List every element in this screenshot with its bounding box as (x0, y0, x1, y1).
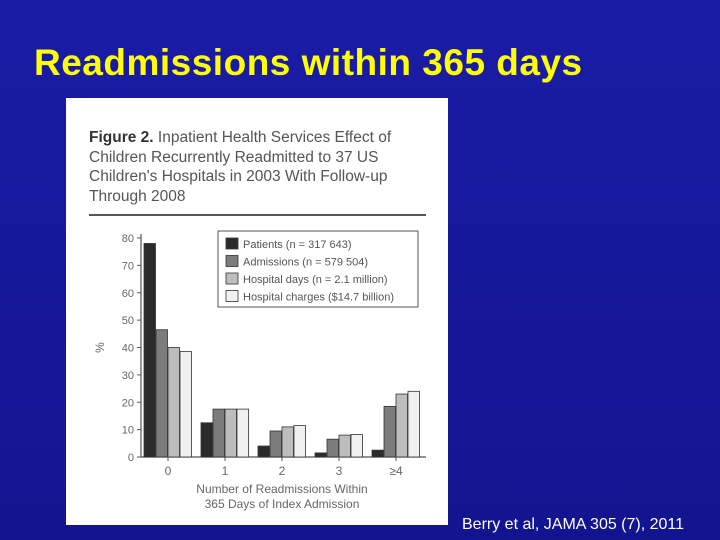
bar (155, 329, 168, 458)
legend-label: Admissions (n = 579 504) (243, 257, 368, 269)
x-axis-label-line1: Number of Readmissions Within (196, 482, 367, 496)
x-tick-label: 2 (279, 464, 286, 478)
x-axis-label-line2: 365 Days of Index Admission (205, 497, 360, 511)
bar (314, 452, 327, 458)
legend-swatch (225, 237, 239, 250)
bar (236, 408, 249, 458)
caption-divider (89, 214, 426, 216)
legend-label: Hospital days (n = 2.1 million) (243, 274, 388, 286)
x-tick-label: ≥4 (389, 464, 403, 478)
y-tick-label: 40 (122, 343, 134, 355)
y-tick-label: 10 (122, 425, 134, 437)
y-axis-label: % (93, 342, 107, 353)
bar (143, 243, 156, 458)
legend-box (217, 230, 419, 308)
y-tick-label: 30 (122, 370, 134, 382)
bar (224, 408, 237, 458)
y-tick-label: 20 (122, 397, 134, 409)
x-tick-label: 1 (222, 464, 229, 478)
legend-swatch (225, 290, 239, 302)
y-tick-label: 80 (122, 233, 134, 245)
figure-number: Figure 2. (89, 129, 154, 146)
legend-swatch (225, 255, 239, 267)
bar-chart: 0 10 20 30 40 50 60 70 80% 0 1 2 3 ≥4 Number of Readmi… (93, 230, 426, 511)
figure-caption-text: Inpatient Health Services Effect of Chil… (89, 129, 392, 205)
figure-panel: Figure 2. Inpatient Health Services Effe… (66, 98, 448, 525)
x-tick-label: 0 (165, 464, 172, 478)
bar (383, 405, 396, 458)
legend-label: Hospital charges ($14.7 billion) (243, 292, 394, 304)
bar (257, 445, 270, 458)
slide-title: Readmissions within 365 days (34, 42, 583, 83)
bar (407, 390, 420, 458)
legend-label: Patients (n = 317 643) (243, 239, 352, 251)
y-tick-label: 0 (128, 452, 134, 464)
legend-swatch (225, 272, 239, 285)
y-tick-label: 50 (122, 315, 134, 327)
bar (269, 430, 282, 458)
x-tick-label: 3 (336, 464, 343, 478)
bar (395, 393, 408, 458)
bar (350, 434, 363, 458)
bar (167, 347, 180, 458)
bar (338, 434, 351, 458)
bar (293, 425, 306, 458)
bar (281, 426, 294, 458)
y-tick-label: 60 (122, 288, 134, 300)
citation: Berry et al, JAMA 305 (7), 2011 (462, 516, 685, 533)
bar (371, 449, 384, 458)
bar (212, 408, 225, 458)
figure-caption: Figure 2. Inpatient Health Services Effe… (89, 128, 429, 206)
bar (179, 351, 192, 458)
bar (326, 438, 339, 458)
y-tick-label: 70 (122, 260, 134, 272)
bar (200, 422, 213, 458)
